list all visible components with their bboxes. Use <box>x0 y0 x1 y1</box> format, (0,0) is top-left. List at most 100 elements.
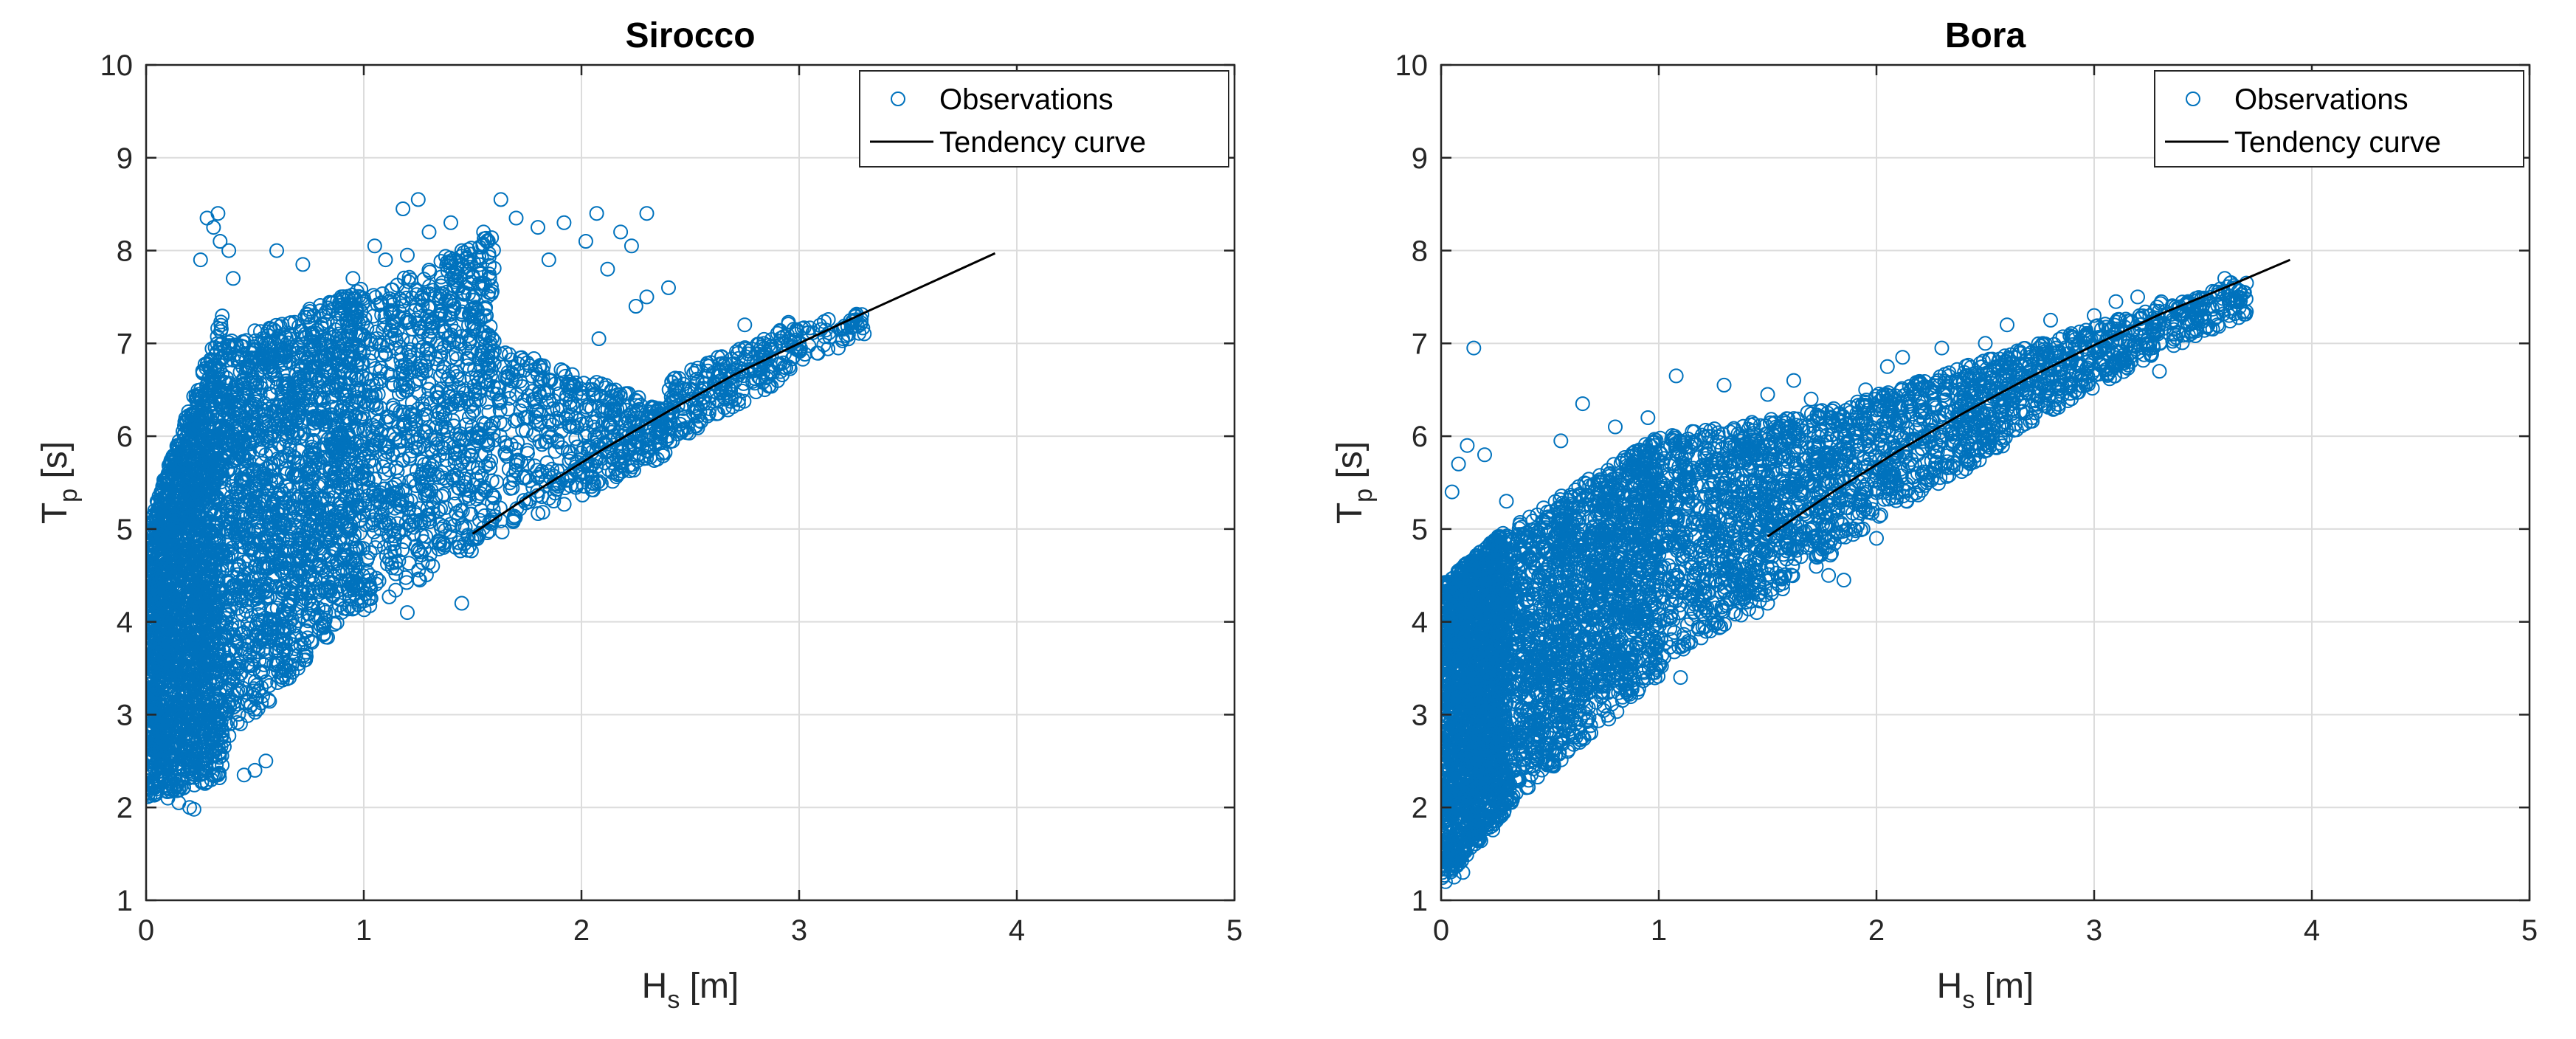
observation-point <box>412 573 427 588</box>
observation-point <box>147 649 162 665</box>
observation-point <box>146 548 156 563</box>
observation-point <box>408 478 424 494</box>
observation-point <box>394 497 410 513</box>
observation-point <box>334 459 350 474</box>
observation-point <box>384 304 400 320</box>
observation-point <box>396 418 411 433</box>
observation-point <box>280 383 296 398</box>
observation-point <box>366 308 381 324</box>
observation-point <box>344 339 359 354</box>
observation-point <box>331 591 347 607</box>
observation-point <box>457 520 473 535</box>
observation-point <box>358 517 373 533</box>
observation-point <box>329 584 345 599</box>
observation-point <box>421 263 437 277</box>
observation-point <box>408 539 424 554</box>
observation-point <box>178 658 193 674</box>
observation-point <box>291 359 306 374</box>
observation-point <box>163 711 179 725</box>
observation-point <box>281 596 297 612</box>
observation-point <box>374 307 390 322</box>
observation-point <box>404 335 418 350</box>
observation-point <box>255 688 270 704</box>
observation-point <box>218 611 233 626</box>
observation-point <box>197 433 213 449</box>
observation-point <box>242 353 258 368</box>
observation-point <box>161 565 176 580</box>
observation-point <box>229 562 245 577</box>
observation-point <box>301 607 317 621</box>
observation-point <box>307 421 322 436</box>
observation-point <box>296 390 311 406</box>
observation-point <box>421 382 437 397</box>
observation-point <box>359 320 375 336</box>
observation-point <box>222 643 238 658</box>
observation-point <box>294 361 308 376</box>
observation-point <box>359 396 374 412</box>
observation-point <box>449 468 464 483</box>
observation-point <box>378 518 393 534</box>
observation-point <box>197 697 213 712</box>
observation-point <box>472 276 487 291</box>
observation-point <box>343 302 359 317</box>
observation-point <box>469 322 485 337</box>
observation-point <box>365 504 380 520</box>
observation-point <box>247 559 263 574</box>
observation-point <box>193 646 209 662</box>
observation-point <box>468 300 483 315</box>
observation-point <box>322 584 338 599</box>
observation-point <box>361 573 376 588</box>
observation-point <box>159 714 174 730</box>
observation-point <box>340 350 356 365</box>
observation-point <box>165 635 180 651</box>
observation-point <box>338 489 353 505</box>
observation-point <box>317 626 332 641</box>
observation-point <box>233 517 249 533</box>
observation-point <box>398 570 413 585</box>
observation-point <box>232 683 248 698</box>
observation-point <box>284 612 300 627</box>
observation-point <box>235 413 251 428</box>
observation-point <box>342 591 357 607</box>
observation-point <box>168 452 184 468</box>
observation-point <box>358 421 373 437</box>
observation-point <box>415 478 430 494</box>
observation-point <box>198 445 214 460</box>
observation-point <box>250 701 266 717</box>
observation-point <box>156 591 171 606</box>
observation-point <box>432 308 447 323</box>
observation-point <box>365 429 381 444</box>
observation-point <box>420 486 435 501</box>
observation-point <box>449 369 464 384</box>
observation-point <box>179 500 195 515</box>
observation-point <box>374 338 389 353</box>
observation-point <box>248 498 263 514</box>
observation-point <box>390 524 406 539</box>
observation-point <box>450 280 466 296</box>
observation-point <box>459 251 474 266</box>
observation-point <box>146 682 158 697</box>
observation-point <box>414 366 429 382</box>
observation-point <box>261 460 277 475</box>
observation-point <box>436 359 452 375</box>
observation-point <box>246 652 261 667</box>
observation-point <box>244 541 260 556</box>
observation-point <box>263 430 278 445</box>
observation-point <box>478 416 493 432</box>
observation-point <box>261 678 277 693</box>
observation-point <box>235 339 251 354</box>
observation-point <box>277 560 293 576</box>
observation-point <box>290 469 305 484</box>
observation-point <box>204 443 219 459</box>
observation-point <box>339 482 355 497</box>
observation-point <box>178 520 193 535</box>
observation-point <box>278 330 294 345</box>
observation-point <box>433 306 449 322</box>
observation-point <box>379 414 394 429</box>
observation-point <box>222 588 238 604</box>
observation-point <box>257 478 272 494</box>
observation-point <box>460 351 475 366</box>
observation-point <box>294 514 309 530</box>
observation-point <box>286 429 301 445</box>
